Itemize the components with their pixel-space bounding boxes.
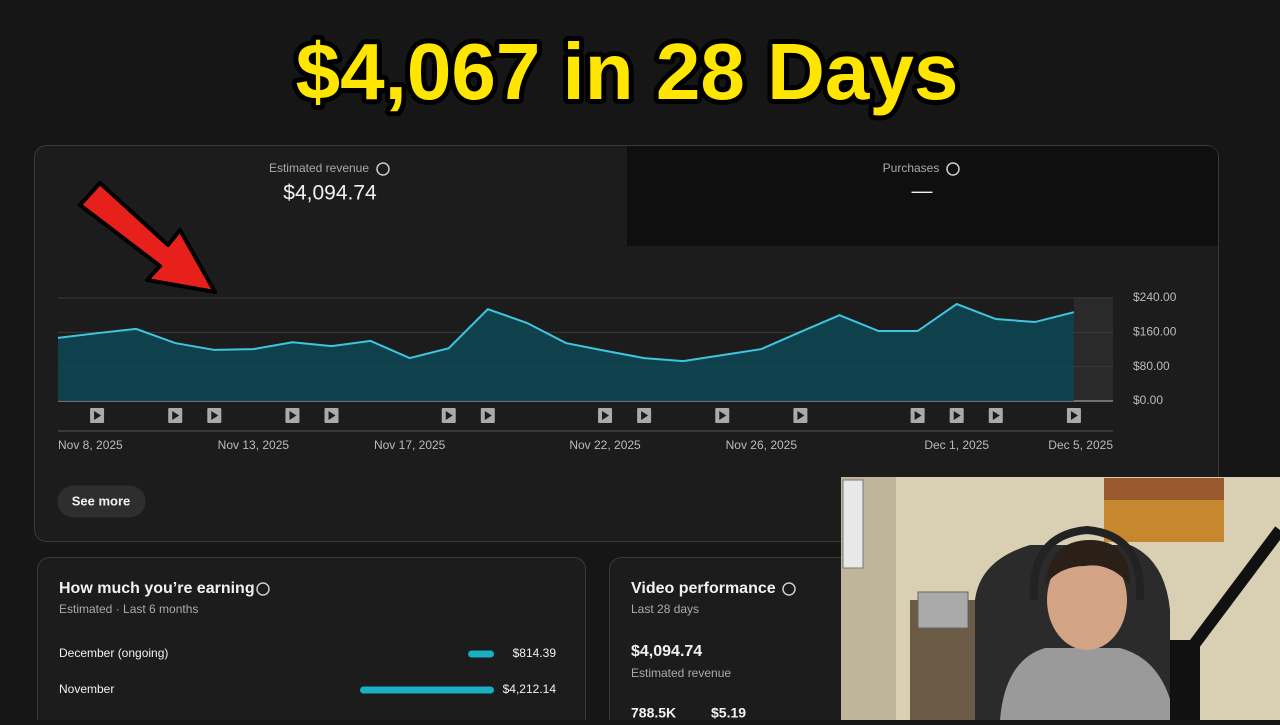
play-icon: [1070, 411, 1078, 420]
card-title: Video performance: [631, 580, 776, 597]
row-label: November: [59, 682, 114, 696]
revenue-chart: $0.00 $80.00 $160.00 $240.00 Nov 8, 2025 Nov …: [57, 290, 1177, 452]
tab-value: $4,094.74: [283, 182, 377, 205]
see-more-button[interactable]: [57, 485, 146, 518]
play-icon: [172, 411, 180, 420]
webcam-feed: [841, 477, 1280, 720]
card-subtitle: Last 28 days: [631, 602, 699, 616]
tab-value: —: [912, 180, 933, 203]
info-icon[interactable]: [946, 162, 960, 176]
y-tick-label: $80.00: [1133, 359, 1170, 373]
info-icon[interactable]: [782, 582, 796, 596]
play-icon: [914, 411, 922, 420]
purchases-tab[interactable]: [627, 146, 1218, 246]
play-icon: [602, 411, 610, 420]
play-icon: [719, 411, 727, 420]
red-arrow: [78, 181, 217, 294]
stat-value: $5.19: [711, 705, 746, 720]
play-icon: [484, 411, 492, 420]
play-icon: [797, 411, 805, 420]
play-icon: [289, 411, 297, 420]
play-icon: [641, 411, 649, 420]
stat-label: Estimated revenue: [631, 666, 731, 680]
value-label: $814.39: [513, 646, 557, 660]
row-label: December (ongoing): [59, 646, 168, 660]
headline: $4,067 in 28 Days: [296, 27, 959, 116]
tab-label: Purchases: [883, 161, 940, 175]
area: [58, 304, 1074, 401]
tab-label: Estimated revenue: [269, 161, 369, 175]
x-tick-label: Nov 22, 2025: [569, 438, 641, 452]
earnings-bars: December (ongoing) $814.39 November $4,212.…: [59, 646, 556, 696]
play-icon: [992, 411, 1000, 420]
y-tick-label: $240.00: [1133, 290, 1177, 304]
x-tick-label: Nov 8, 2025: [58, 438, 123, 452]
partial-period: [1073, 298, 1113, 401]
info-icon[interactable]: [376, 162, 390, 176]
stat-value: 788.5K: [631, 705, 676, 720]
x-tick-label: Dec 1, 2025: [924, 438, 989, 452]
stat-value: $4,094.74: [631, 643, 702, 660]
card-subtitle: Estimated · Last 6 months: [59, 602, 198, 616]
play-icon: [328, 411, 336, 420]
play-icon: [953, 411, 961, 420]
value-label: $4,212.14: [503, 682, 557, 696]
y-tick-label: $0.00: [1133, 393, 1163, 407]
x-tick-label: Nov 17, 2025: [374, 438, 446, 452]
earnings-card: [37, 557, 586, 725]
x-tick-label: Nov 13, 2025: [218, 438, 290, 452]
line: [57, 302, 1075, 363]
x-tick-label: Dec 5, 2025: [1048, 438, 1113, 452]
earnings-bar: [360, 686, 494, 694]
play-icon: [94, 411, 102, 420]
card-title: How much you’re earning: [59, 580, 255, 597]
x-tick-label: Nov 26, 2025: [726, 438, 798, 452]
play-icon: [211, 411, 219, 420]
info-icon[interactable]: [256, 582, 270, 596]
play-icon: [445, 411, 453, 420]
button-label: See more: [72, 493, 131, 508]
y-tick-label: $160.00: [1133, 325, 1177, 339]
earnings-bar: [468, 650, 494, 658]
